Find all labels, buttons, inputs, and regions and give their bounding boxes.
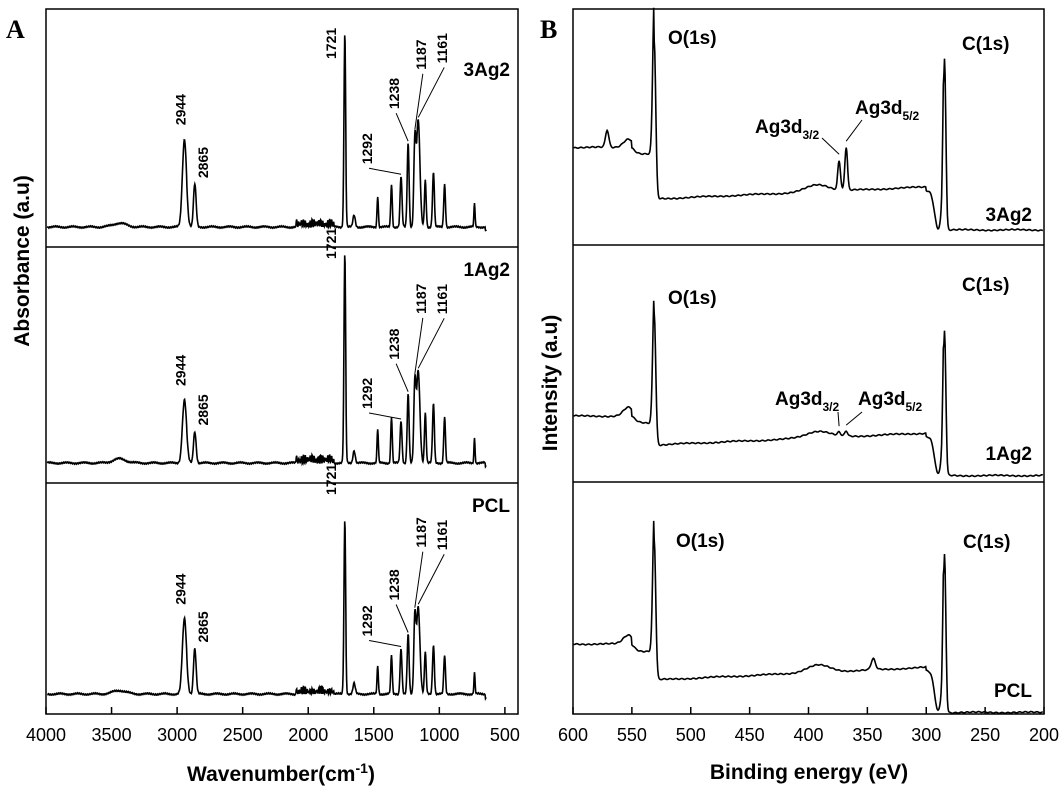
panel-a-peak-arrow-3Ag2-1238 [395, 112, 409, 142]
panel-b-x-tick-label-500: 500 [676, 725, 706, 745]
panel-a-peak-label-3Ag2-2865: 2865 [195, 147, 211, 178]
panel-a-peak-arrow-3Ag2-1187 [414, 73, 424, 130]
panel-b-x-tick-label-350: 350 [852, 725, 882, 745]
panel-a-spectrum-3Ag2 [46, 35, 487, 232]
panel-b-c1s-label-PCL: C(1s) [963, 532, 1011, 553]
panel-a-peak-arrow-PCL-1292 [368, 640, 402, 647]
panel-b-series-label-PCL: PCL [994, 681, 1032, 702]
panel-b-ag-arrow-1Ag2-1 [845, 411, 863, 426]
panel-a-series-label-PCL: PCL [472, 496, 510, 517]
panel-b-series-label-1Ag2: 1Ag2 [986, 444, 1032, 465]
panel-a-peak-arrow-PCL-1238 [395, 604, 409, 633]
panel-a-peak-label-PCL-1161: 1161 [434, 520, 450, 551]
panel-b-x-tick-label-200: 200 [1029, 725, 1059, 745]
panel-b-ag-label-main: Ag3d [858, 389, 906, 410]
panel-a-peak-arrow-3Ag2-1292 [368, 167, 402, 175]
panel-a-x-tick-label-1000: 1000 [419, 725, 459, 745]
panel-b-frame [572, 8, 1045, 715]
panel-b-o1s-label-3Ag2: O(1s) [668, 28, 717, 49]
panel-a-series-label-3Ag2: 3Ag2 [464, 60, 510, 81]
panel-a-peak-arrow-1Ag2-1292 [368, 412, 402, 420]
panel-a-series-label-1Ag2: 1Ag2 [464, 260, 510, 281]
panel-a-peak-label-PCL-2865: 2865 [195, 611, 211, 642]
panel-b-spectrum-PCL [573, 520, 1043, 715]
panel-b-ag-arrow-3Ag2-1 [845, 119, 863, 142]
panel-b-ag-label-3Ag2-0: Ag3d3/2 [755, 117, 820, 142]
panel-a-peak-arrow-PCL-1187 [414, 551, 424, 608]
panel-a-label: A [6, 15, 25, 44]
plot-layer: 4000 3500 3000 2500 2000 1500 1000 500 600 550 500… [26, 7, 1059, 745]
panel-a-peak-label-1Ag2-1292: 1292 [359, 378, 375, 409]
panel-a-xlabel: Wavenumber(cm-1) [187, 760, 375, 786]
panel-a-x-tick-label-500: 500 [490, 725, 520, 745]
panel-a-peak-label-1Ag2-1238: 1238 [386, 328, 402, 359]
panel-a-x-tick-label-4000: 4000 [26, 725, 66, 745]
panel-a-peak-label-PCL-1721: 1721 [323, 464, 339, 495]
panel-a-peak-label-1Ag2-1187: 1187 [413, 283, 429, 314]
panel-a-spectrum-PCL [47, 521, 487, 702]
panel-b-ag-arrow-1Ag2-0 [837, 411, 840, 427]
panel-b-ag-label-3Ag2-1: Ag3d5/2 [855, 98, 920, 123]
panel-b-ag-label-main: Ag3d [855, 98, 903, 119]
panel-b-spectrum-3Ag2 [573, 7, 1044, 232]
panel-b-ag-label-main: Ag3d [775, 389, 823, 410]
panel-a-x-tick-label-1500: 1500 [354, 725, 394, 745]
panel-b-spectrum-1Ag2 [573, 300, 1044, 478]
panel-a-peak-label-3Ag2-1292: 1292 [359, 133, 375, 164]
panel-a-peak-label-1Ag2-2944: 2944 [173, 355, 189, 386]
panel-b-ag-label-1Ag2-1: Ag3d5/2 [858, 389, 923, 414]
panel-b-o1s-label-PCL: O(1s) [676, 531, 725, 552]
panel-a-peak-label-PCL-2944: 2944 [173, 573, 189, 604]
panel-a-ylabel: Absorbance (a.u) [11, 175, 34, 347]
panel-a-x-tick-label-3000: 3000 [157, 725, 197, 745]
panel-b-x-tick-label-600: 600 [558, 725, 588, 745]
panel-a-x-tick-label-3500: 3500 [92, 725, 132, 745]
panel-b-ag-arrow-3Ag2-0 [821, 137, 840, 155]
panel-b-x-tick-label-450: 450 [735, 725, 765, 745]
panel-a-peak-label-3Ag2-1238: 1238 [386, 78, 402, 109]
panel-a-peak-label-3Ag2-2944: 2944 [173, 94, 189, 125]
panel-b-x-tick-label-250: 250 [970, 725, 1000, 745]
panel-b-c1s-label-3Ag2: C(1s) [962, 34, 1010, 55]
panel-a-x-tick-label-2000: 2000 [288, 725, 328, 745]
panel-a-peak-label-3Ag2-1187: 1187 [413, 39, 429, 70]
panel-a-peak-arrow-1Ag2-1238 [395, 363, 409, 392]
panel-b-o1s-label-1Ag2: O(1s) [668, 288, 717, 309]
panel-a-xlabel-sup: -1 [355, 760, 368, 776]
panel-b-ag-label-main: Ag3d [755, 117, 803, 138]
panel-b-xlabel: Binding energy (eV) [710, 761, 908, 784]
panel-a-peak-label-1Ag2-1161: 1161 [434, 284, 450, 315]
panel-a-x-tick-label-2500: 2500 [223, 725, 263, 745]
panel-b-c1s-label-1Ag2: C(1s) [962, 275, 1010, 296]
panel-b-ag-label-sub: 3/2 [823, 400, 840, 414]
panel-a-peak-label-PCL-1238: 1238 [386, 569, 402, 600]
panel-b-ag-label-sub: 5/2 [903, 109, 920, 123]
panel-b-x-tick-label-300: 300 [911, 725, 941, 745]
panel-a-peak-arrow-1Ag2-1187 [414, 317, 424, 375]
panel-a-spectrum-1Ag2 [46, 255, 487, 469]
panel-b-ylabel: Intensity (a.u) [539, 315, 562, 452]
panel-a-peak-arrow-1Ag2-1161 [417, 318, 445, 369]
panel-a-xlabel-main: Wavenumber(cm [187, 763, 355, 786]
panel-a-peak-arrow-3Ag2-1161 [417, 67, 445, 118]
panel-b-x-tick-label-400: 400 [793, 725, 823, 745]
panel-a-peak-label-1Ag2-1721: 1721 [323, 228, 339, 259]
panel-a-peak-arrow-PCL-1161 [417, 553, 445, 605]
panel-b-ag-label-1Ag2-0: Ag3d3/2 [775, 389, 840, 414]
panel-a-peak-label-1Ag2-2865: 2865 [195, 394, 211, 425]
panel-a-peak-label-3Ag2-1161: 1161 [434, 33, 450, 64]
panel-b-label: B [540, 15, 557, 44]
panel-a-peak-label-PCL-1292: 1292 [359, 605, 375, 636]
panel-b-series-label-3Ag2: 3Ag2 [986, 205, 1032, 226]
panel-a-peak-label-3Ag2-1721: 1721 [323, 28, 339, 59]
panel-a-peak-label-PCL-1187: 1187 [413, 517, 429, 548]
panel-b-ag-label-sub: 5/2 [906, 400, 923, 414]
panel-a-xlabel-end: ) [368, 763, 375, 786]
panel-b-x-tick-label-550: 550 [617, 725, 647, 745]
panel-a-frame [45, 8, 519, 715]
panel-b-ag-label-sub: 3/2 [803, 128, 820, 142]
